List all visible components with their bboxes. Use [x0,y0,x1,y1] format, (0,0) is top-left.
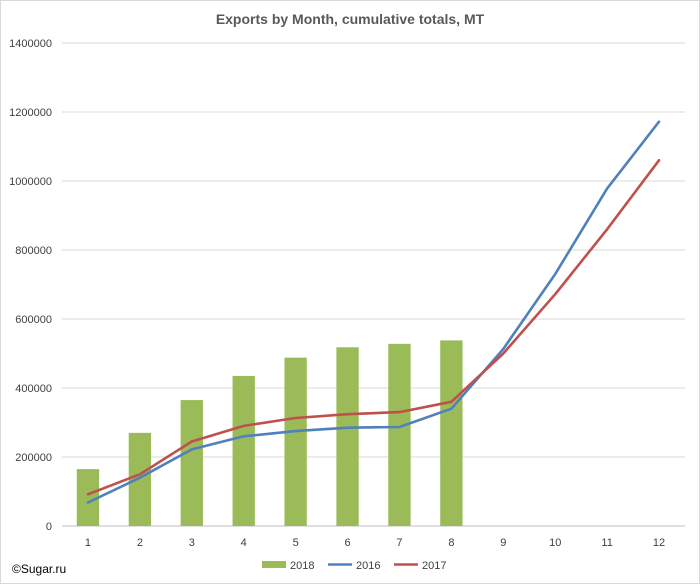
bar [180,400,203,526]
bar [232,375,255,526]
y-axis-ticks: 0 200000 400000 600000 800000 1000000 1200000 1… [9,38,52,533]
x-tick-label: 4 [241,537,247,549]
x-tick-label: 12 [653,537,665,549]
x-tick-label: 10 [549,537,561,549]
chart-title: Exports by Month, cumulative totals, MT [216,11,485,27]
y-tick-label: 400000 [15,383,52,395]
x-tick-label: 9 [500,537,506,549]
legend-label: 2018 [290,560,314,572]
legend-label: 2016 [356,560,380,572]
series-line-2017 [86,159,661,496]
y-tick-label: 600000 [15,314,52,326]
y-tick-label: 1000000 [9,176,52,188]
y-tick-label: 1400000 [9,38,52,50]
bar [440,340,463,526]
x-axis-ticks: 1 2 3 4 5 6 7 8 9 10 11 12 [85,537,665,549]
series-line-2016 [86,120,661,504]
y-tick-label: 200000 [15,452,52,464]
x-tick-label: 7 [396,537,402,549]
bar-series-2018 [76,340,463,526]
x-tick-label: 8 [448,537,454,549]
legend: 2018 2016 2017 [262,560,446,572]
x-tick-label: 5 [293,537,299,549]
legend-label: 2017 [422,560,446,572]
copyright-text: ©Sugar.ru [12,562,66,576]
gridlines [62,42,685,527]
x-tick-label: 6 [344,537,350,549]
x-tick-label: 3 [189,537,195,549]
x-tick-label: 2 [137,537,143,549]
x-tick-label: 1 [85,537,91,549]
y-tick-label: 800000 [15,245,52,257]
x-tick-label: 11 [601,537,612,549]
bar [388,343,411,526]
bar [336,347,359,526]
line-series [86,120,661,504]
y-tick-label: 1200000 [9,107,52,119]
bar [128,432,152,526]
legend-swatch [262,561,286,568]
bar [76,469,100,526]
y-tick-label: 0 [46,521,52,533]
bar [284,357,307,526]
